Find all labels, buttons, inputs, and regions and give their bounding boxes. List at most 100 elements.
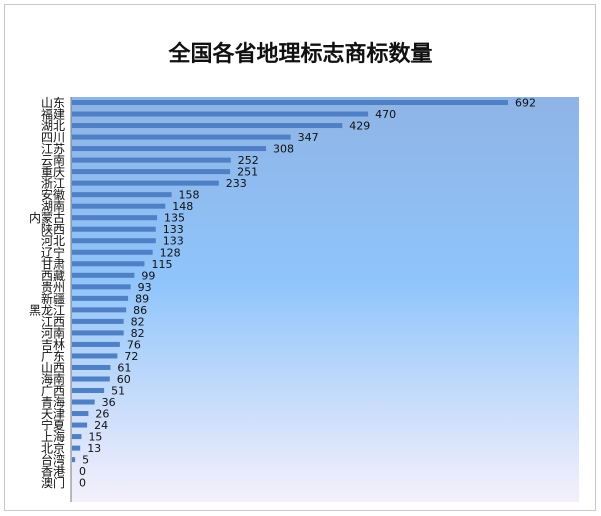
bar-新疆 xyxy=(72,295,129,301)
value-label-北京: 13 xyxy=(87,442,101,455)
value-label-山西: 61 xyxy=(117,361,131,374)
value-label-黑龙江: 86 xyxy=(133,304,147,317)
category-label-广西: 广西 xyxy=(41,384,65,398)
value-label-江苏: 308 xyxy=(273,143,294,156)
category-label-陕西: 陕西 xyxy=(41,222,65,237)
category-label-吉林: 吉林 xyxy=(41,338,65,352)
value-label-河北: 133 xyxy=(163,235,184,248)
category-label-湖南: 湖南 xyxy=(41,199,65,214)
category-label-海南: 海南 xyxy=(41,371,65,386)
value-label-上海: 15 xyxy=(88,431,102,444)
category-label-安徽: 安徽 xyxy=(41,187,65,202)
value-label-四川: 347 xyxy=(298,131,319,144)
value-labels-group: 6924704293473082522512331581481351331331… xyxy=(79,97,536,490)
bar-江西 xyxy=(72,318,124,324)
value-label-香港: 0 xyxy=(79,465,86,478)
value-label-广西: 51 xyxy=(111,385,125,398)
category-label-江西: 江西 xyxy=(41,315,65,329)
bar-海南 xyxy=(72,376,110,382)
category-label-宁夏: 宁夏 xyxy=(41,418,65,433)
value-label-宁夏: 24 xyxy=(94,419,108,432)
category-label-江苏: 江苏 xyxy=(41,142,65,156)
category-labels-group: 山东福建湖北四川江苏云南重庆浙江安徽湖南内蒙古陕西河北辽宁甘肃西藏贵州新疆黑龙江… xyxy=(29,96,65,490)
category-label-天津: 天津 xyxy=(41,407,65,421)
value-label-辽宁: 128 xyxy=(160,246,181,259)
category-label-青海: 青海 xyxy=(41,395,65,410)
bar-北京 xyxy=(72,445,81,451)
bar-青海 xyxy=(72,399,95,405)
value-label-山东: 692 xyxy=(515,97,536,110)
value-label-浙江: 233 xyxy=(226,177,247,190)
category-label-北京: 北京 xyxy=(41,442,65,456)
value-label-云南: 252 xyxy=(238,154,259,167)
category-label-山西: 山西 xyxy=(41,361,65,375)
bar-河南 xyxy=(72,330,124,336)
category-label-福建: 福建 xyxy=(41,107,65,122)
value-label-吉林: 76 xyxy=(127,338,141,351)
bar-贵州 xyxy=(72,284,131,290)
bar-山东 xyxy=(72,100,508,105)
category-label-辽宁: 辽宁 xyxy=(41,245,65,260)
bar-辽宁 xyxy=(72,249,153,255)
bar-黑龙江 xyxy=(72,307,127,313)
value-label-湖北: 429 xyxy=(349,120,370,133)
category-label-云南: 云南 xyxy=(41,153,65,168)
category-label-四川: 四川 xyxy=(41,131,65,145)
category-label-山东: 山东 xyxy=(41,96,65,110)
category-label-内蒙古: 内蒙古 xyxy=(29,210,65,225)
bar-西藏 xyxy=(72,272,135,278)
category-label-澳门: 澳门 xyxy=(41,475,65,490)
category-label-贵州: 贵州 xyxy=(41,280,65,294)
category-label-香港: 香港 xyxy=(41,465,65,479)
category-label-新疆: 新疆 xyxy=(41,291,65,306)
value-label-安徽: 158 xyxy=(179,189,200,202)
category-label-甘肃: 甘肃 xyxy=(41,257,65,271)
value-label-江西: 82 xyxy=(131,315,145,328)
bar-台湾 xyxy=(72,457,76,463)
value-label-新疆: 89 xyxy=(135,292,149,305)
bar-重庆 xyxy=(72,169,231,175)
chart-title: 全国各省地理标志商标数量 xyxy=(168,42,433,67)
category-label-上海: 上海 xyxy=(41,429,65,444)
value-label-贵州: 93 xyxy=(138,281,152,294)
value-label-河南: 82 xyxy=(131,327,145,340)
category-label-河南: 河南 xyxy=(41,325,65,340)
bar-天津 xyxy=(72,411,89,417)
category-label-黑龙江: 黑龙江 xyxy=(29,303,65,317)
value-label-陕西: 133 xyxy=(163,223,184,236)
bar-吉林 xyxy=(72,341,120,347)
bar-广东 xyxy=(72,353,118,359)
value-label-台湾: 5 xyxy=(82,454,89,467)
bar-河北 xyxy=(72,238,156,244)
bar-广西 xyxy=(72,388,105,393)
bar-陕西 xyxy=(72,226,156,232)
value-label-福建: 470 xyxy=(375,108,396,121)
value-label-澳门: 0 xyxy=(79,477,86,490)
bars-group xyxy=(72,100,508,463)
bar-福建 xyxy=(72,111,369,117)
value-label-天津: 26 xyxy=(95,408,109,421)
value-label-西藏: 99 xyxy=(141,269,155,282)
category-label-西藏: 西藏 xyxy=(41,269,65,283)
bar-浙江 xyxy=(72,180,219,186)
bar-上海 xyxy=(72,434,82,440)
bar-湖南 xyxy=(72,203,166,209)
value-label-广东: 72 xyxy=(124,350,138,363)
plot-area xyxy=(71,97,579,502)
category-label-河北: 河北 xyxy=(41,234,65,248)
bar-云南 xyxy=(72,157,231,163)
value-label-甘肃: 115 xyxy=(151,258,172,271)
category-label-湖北: 湖北 xyxy=(41,118,65,133)
value-label-青海: 36 xyxy=(102,396,116,409)
bar-甘肃 xyxy=(72,261,145,267)
value-label-重庆: 251 xyxy=(237,166,258,179)
bar-湖北 xyxy=(72,123,343,129)
category-label-广东: 广东 xyxy=(41,349,65,363)
bar-四川 xyxy=(72,134,291,140)
category-label-台湾: 台湾 xyxy=(41,452,65,467)
bar-安徽 xyxy=(72,192,172,198)
bar-宁夏 xyxy=(72,422,88,428)
bar-山西 xyxy=(72,364,111,370)
value-label-内蒙古: 135 xyxy=(164,212,185,225)
